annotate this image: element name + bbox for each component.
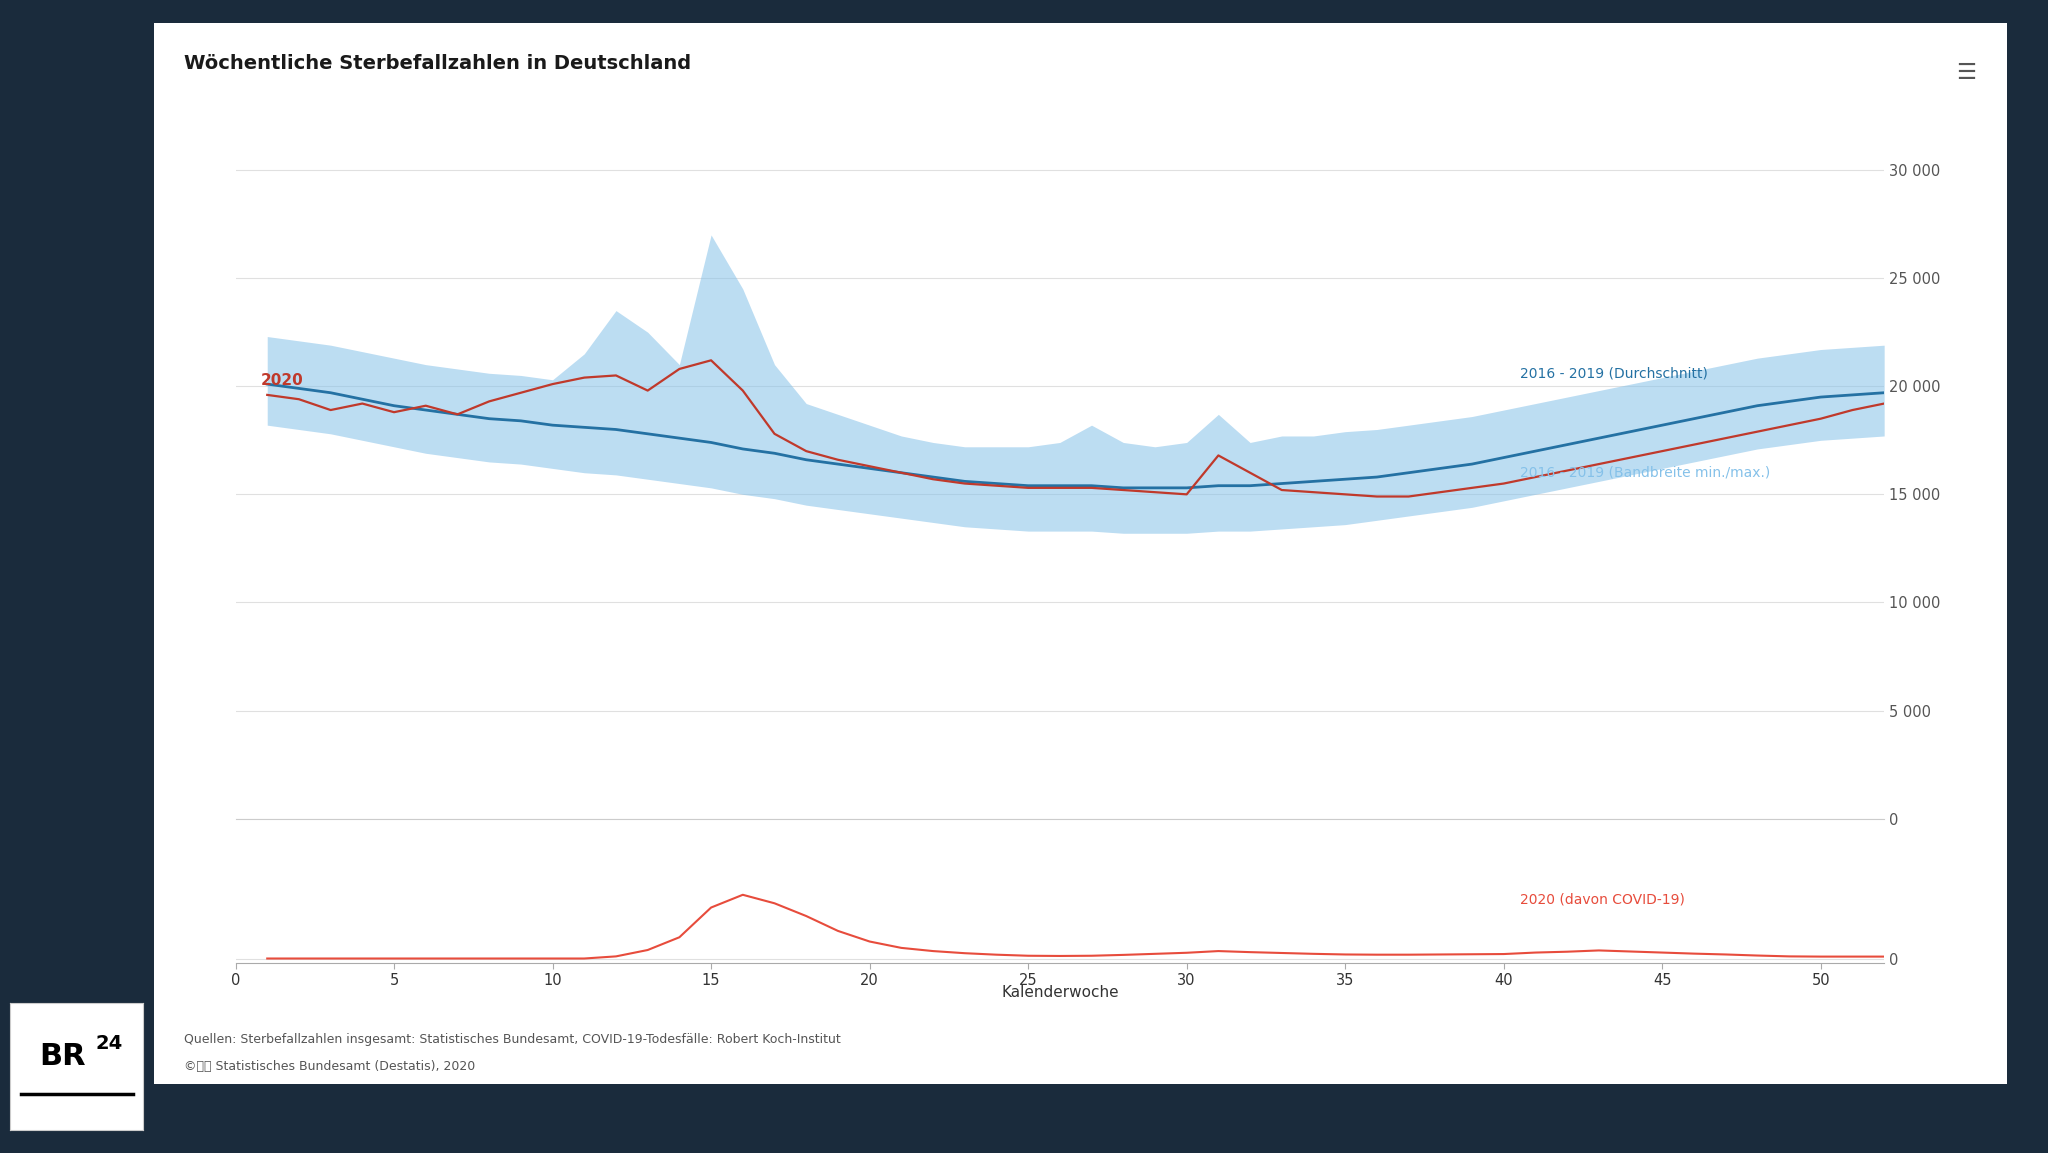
Text: Wöchentliche Sterbefallzahlen in Deutschland: Wöchentliche Sterbefallzahlen in Deutsch… — [184, 54, 692, 73]
Text: 24: 24 — [96, 1034, 123, 1053]
Text: Kalenderwoche: Kalenderwoche — [1001, 986, 1118, 1001]
Text: ©🇩🇪 Statistisches Bundesamt (Destatis), 2020: ©🇩🇪 Statistisches Bundesamt (Destatis), … — [184, 1060, 475, 1073]
Text: 2020: 2020 — [260, 374, 303, 389]
Text: Quellen: Sterbefallzahlen insgesamt: Statistisches Bundesamt, COVID-19-Todesfäll: Quellen: Sterbefallzahlen insgesamt: Sta… — [184, 1033, 842, 1047]
Text: 2020 (davon COVID-19): 2020 (davon COVID-19) — [1520, 892, 1683, 906]
Text: 2016 - 2019 (Bandbreite min./max.): 2016 - 2019 (Bandbreite min./max.) — [1520, 466, 1769, 480]
Text: 2016 - 2019 (Durchschnitt): 2016 - 2019 (Durchschnitt) — [1520, 367, 1708, 380]
Text: BR: BR — [39, 1042, 86, 1071]
Text: ☰: ☰ — [1956, 63, 1976, 83]
